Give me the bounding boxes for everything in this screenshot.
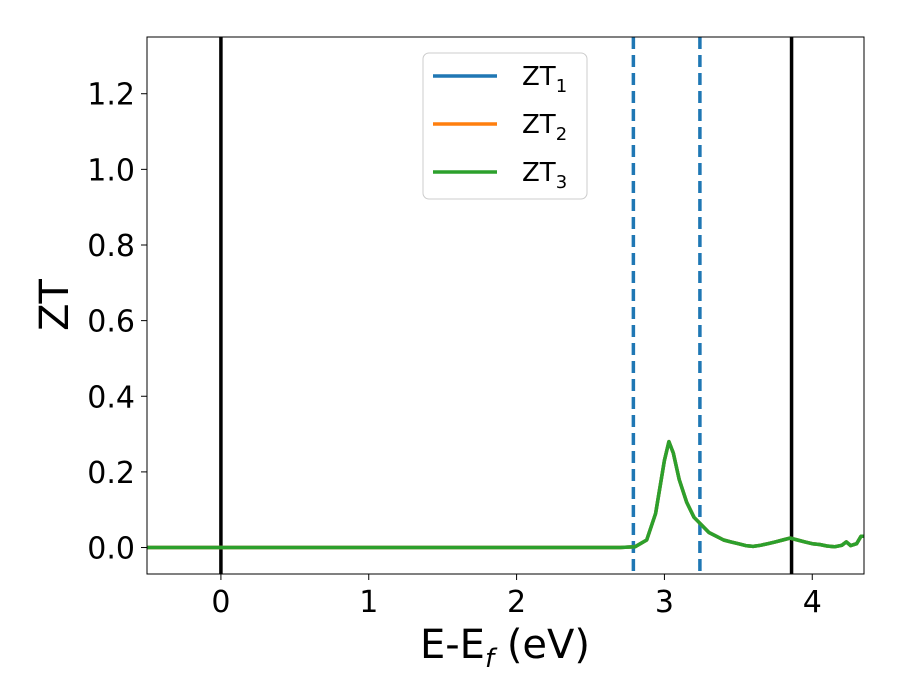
x-tick-label: 1 xyxy=(359,585,378,620)
x-tick-label: 0 xyxy=(211,585,230,620)
x-axis-label-main: E-E xyxy=(420,622,485,668)
plot-frame xyxy=(146,36,865,575)
y-tick-label: 1.0 xyxy=(87,153,135,188)
x-tick-label: 3 xyxy=(655,585,674,620)
series-line-zt1 xyxy=(147,439,864,550)
series-line-zt3 xyxy=(147,439,864,550)
y-tick-label: 0.4 xyxy=(87,380,135,415)
y-tick-label: 0.6 xyxy=(87,305,135,340)
series-layer xyxy=(147,439,864,550)
reference-lines xyxy=(219,37,794,574)
legend-label-zt2: ZT2 xyxy=(522,110,567,145)
y-axis: 0.0 0.2 0.4 0.6 0.8 1.0 1.2 xyxy=(87,78,147,567)
legend-label-zt1: ZT1 xyxy=(522,62,567,97)
legend: ZT1 ZT2 ZT3 xyxy=(422,52,588,200)
x-axis-label: E-Ef (eV) xyxy=(420,622,590,674)
x-tick-label: 4 xyxy=(803,585,822,620)
y-tick-label: 0.8 xyxy=(87,229,135,264)
x-axis: 0 1 2 3 4 xyxy=(211,574,822,620)
x-axis-label-unit: (eV) xyxy=(494,622,590,668)
y-tick-label: 0.0 xyxy=(87,532,135,567)
legend-label-zt3: ZT3 xyxy=(522,158,567,193)
legend-box xyxy=(422,52,588,200)
x-tick-label: 2 xyxy=(507,585,526,620)
y-tick-label: 1.2 xyxy=(87,78,135,113)
series-line-zt2 xyxy=(147,439,864,550)
y-tick-label: 0.2 xyxy=(87,456,135,491)
y-axis-label: ZT xyxy=(32,279,78,331)
